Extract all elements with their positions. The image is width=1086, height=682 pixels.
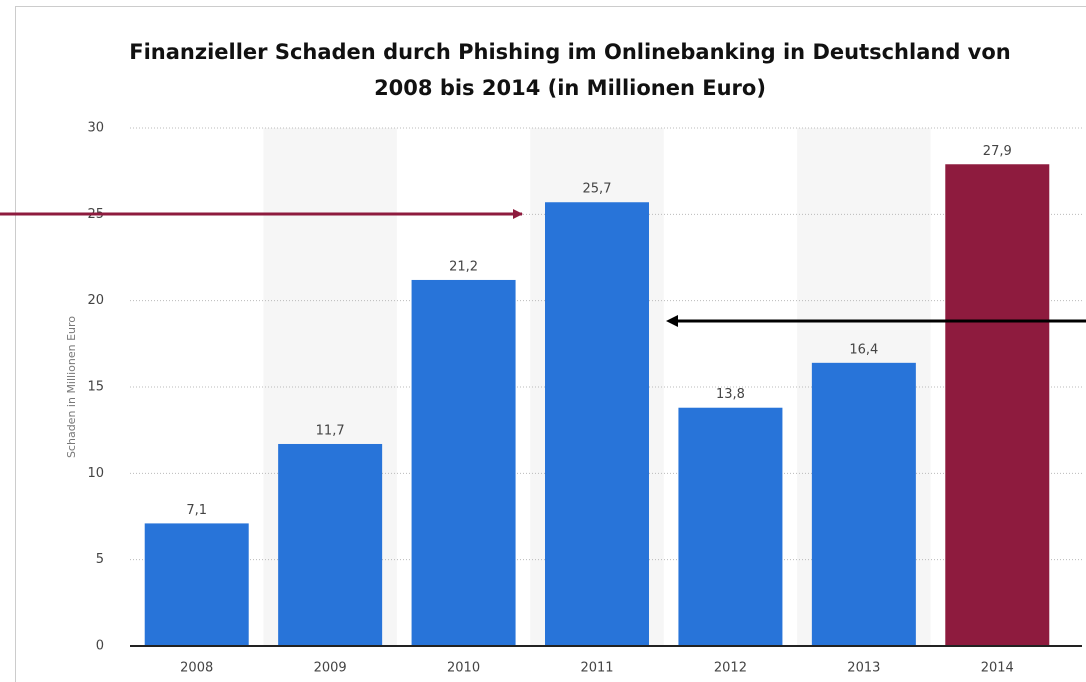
value-label: 13,8 (716, 387, 745, 402)
bar (811, 362, 916, 646)
y-tick-label: 30 (87, 121, 104, 136)
y-tick-label: 10 (87, 466, 104, 481)
y-axis-label: Schaden in Millionen Euro (65, 316, 78, 458)
x-tick-label: 2012 (714, 661, 747, 676)
bar (144, 523, 249, 646)
x-tick-label: 2008 (180, 661, 213, 676)
value-label: 7,1 (186, 503, 207, 518)
bar (945, 164, 1050, 646)
x-tick-label: 2009 (314, 661, 347, 676)
value-label: 21,2 (449, 259, 478, 274)
value-label: 16,4 (849, 342, 878, 357)
bar (678, 407, 783, 646)
x-tick-label: 2010 (447, 661, 480, 676)
value-label: 27,9 (983, 144, 1012, 159)
y-tick-label: 15 (87, 380, 104, 395)
x-tick-label: 2013 (847, 661, 880, 676)
bar (411, 279, 516, 646)
bar (545, 202, 649, 646)
y-tick-label: 0 (96, 639, 104, 654)
x-tick-label: 2011 (580, 661, 613, 676)
y-tick-label: 5 (96, 552, 104, 567)
value-label: 11,7 (316, 423, 345, 438)
bar (278, 443, 383, 646)
frame (15, 6, 1086, 682)
chart-title: Finanzieller Schaden durch Phishing im O… (129, 40, 1011, 100)
value-label: 25,7 (583, 182, 612, 197)
x-tick-label: 2014 (981, 661, 1014, 676)
y-tick-label: 20 (87, 293, 104, 308)
